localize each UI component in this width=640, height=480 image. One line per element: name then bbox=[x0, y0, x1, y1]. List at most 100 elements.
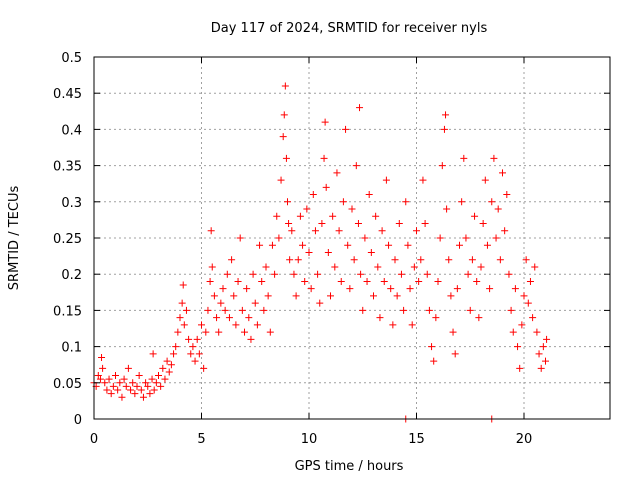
data-point bbox=[135, 372, 143, 380]
data-point bbox=[425, 306, 433, 314]
grid bbox=[94, 57, 610, 419]
data-point bbox=[185, 335, 193, 343]
data-point bbox=[98, 353, 106, 361]
data-point bbox=[382, 176, 390, 184]
data-point bbox=[189, 343, 197, 351]
data-point bbox=[228, 256, 236, 264]
data-point bbox=[170, 350, 178, 358]
data-point bbox=[286, 256, 294, 264]
data-point bbox=[393, 292, 401, 300]
data-point bbox=[331, 263, 339, 271]
data-point bbox=[195, 350, 203, 358]
data-point bbox=[107, 390, 115, 398]
data-point bbox=[492, 234, 500, 242]
data-point bbox=[464, 270, 472, 278]
data-point bbox=[146, 390, 154, 398]
data-point bbox=[182, 306, 190, 314]
data-point bbox=[273, 212, 281, 220]
data-point bbox=[219, 285, 227, 293]
data-point bbox=[320, 154, 328, 162]
data-point bbox=[456, 241, 463, 249]
data-point bbox=[479, 220, 487, 228]
data-point bbox=[321, 118, 329, 126]
data-point bbox=[372, 212, 380, 220]
data-point bbox=[466, 306, 474, 314]
data-point bbox=[370, 292, 377, 300]
data-point bbox=[505, 270, 513, 278]
data-point bbox=[496, 256, 504, 264]
y-tick-label: 0.4 bbox=[61, 123, 82, 138]
data-point bbox=[410, 263, 418, 271]
data-point bbox=[251, 299, 259, 307]
data-point bbox=[402, 198, 410, 206]
data-point bbox=[139, 393, 147, 401]
data-point bbox=[511, 285, 519, 293]
data-point bbox=[292, 292, 300, 300]
data-point bbox=[178, 299, 186, 307]
data-point bbox=[264, 292, 272, 300]
data-point bbox=[99, 364, 107, 372]
data-point bbox=[202, 328, 210, 336]
data-point bbox=[280, 111, 288, 119]
data-point bbox=[430, 357, 438, 365]
data-point bbox=[434, 277, 442, 285]
data-point bbox=[129, 379, 137, 387]
data-point bbox=[348, 205, 356, 213]
data-point bbox=[311, 227, 319, 235]
data-point bbox=[179, 281, 187, 289]
data-point bbox=[157, 382, 165, 390]
data-point bbox=[241, 328, 248, 336]
data-point bbox=[163, 357, 171, 365]
data-point bbox=[327, 292, 334, 300]
y-axis-label: SRMTID / TECUs bbox=[7, 186, 22, 291]
data-point bbox=[279, 133, 287, 141]
data-point bbox=[404, 241, 412, 249]
data-point bbox=[172, 343, 180, 351]
data-point bbox=[507, 306, 515, 314]
data-point bbox=[309, 191, 317, 199]
y-tick-label: 0.15 bbox=[53, 304, 82, 319]
data-point bbox=[234, 277, 242, 285]
data-point bbox=[443, 205, 451, 213]
data-point bbox=[423, 270, 431, 278]
data-point bbox=[305, 248, 313, 256]
data-point bbox=[94, 372, 102, 380]
data-point bbox=[529, 314, 537, 322]
y-tick-label: 0.05 bbox=[53, 377, 82, 392]
data-point bbox=[376, 314, 384, 322]
data-point bbox=[440, 125, 448, 133]
data-point bbox=[114, 386, 122, 394]
x-tick-label: 0 bbox=[90, 432, 98, 447]
data-point bbox=[337, 277, 345, 285]
data-point bbox=[314, 270, 322, 278]
data-point bbox=[301, 277, 309, 285]
data-point bbox=[518, 321, 526, 329]
x-tick-label: 15 bbox=[408, 432, 425, 447]
data-point bbox=[408, 321, 416, 329]
data-point bbox=[256, 241, 264, 249]
data-point bbox=[245, 314, 253, 322]
data-point bbox=[458, 198, 466, 206]
data-point bbox=[363, 277, 371, 285]
data-point bbox=[415, 277, 423, 285]
data-point bbox=[285, 220, 293, 228]
data-point bbox=[428, 343, 436, 351]
data-point bbox=[210, 292, 218, 300]
data-point bbox=[253, 321, 261, 329]
data-point bbox=[460, 154, 468, 162]
data-point bbox=[344, 241, 352, 249]
data-point bbox=[217, 299, 225, 307]
data-point bbox=[207, 227, 215, 235]
data-point bbox=[150, 386, 158, 394]
data-point bbox=[238, 306, 246, 314]
data-point bbox=[356, 104, 364, 112]
data-point bbox=[524, 299, 532, 307]
data-point bbox=[499, 169, 506, 177]
data-point bbox=[118, 393, 126, 401]
data-point bbox=[198, 321, 205, 329]
data-point bbox=[155, 372, 162, 380]
data-point bbox=[490, 154, 498, 162]
data-point bbox=[142, 379, 150, 387]
